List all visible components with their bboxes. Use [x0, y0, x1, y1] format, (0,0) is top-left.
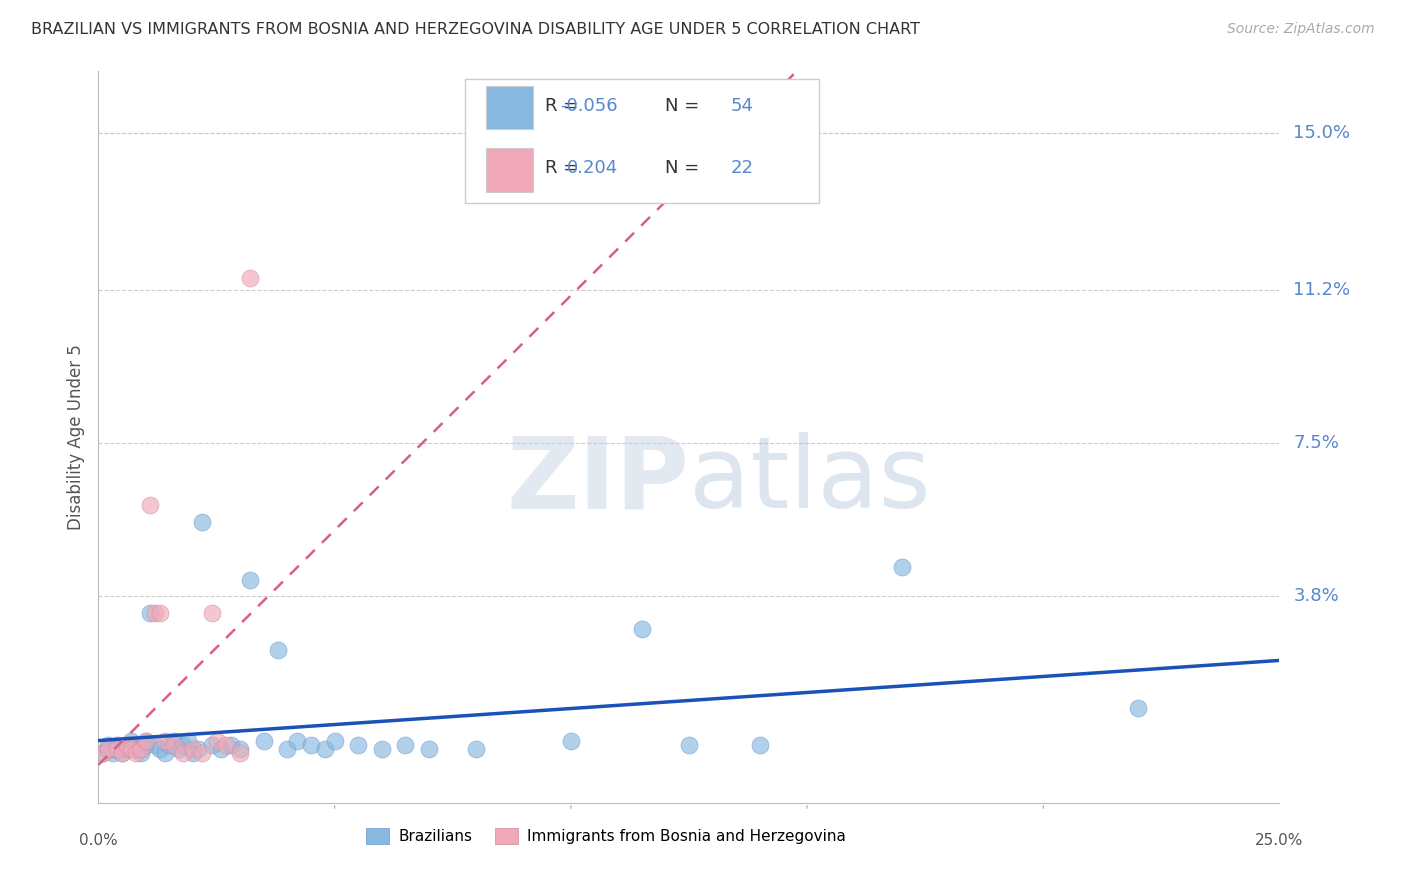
Point	[215, 738, 238, 752]
Point	[101, 742, 124, 756]
Point	[121, 734, 143, 748]
Point	[157, 738, 180, 752]
Point	[465, 742, 488, 756]
Point	[418, 742, 440, 756]
Text: BRAZILIAN VS IMMIGRANTS FROM BOSNIA AND HERZEGOVINA DISABILITY AGE UNDER 5 CORRE: BRAZILIAN VS IMMIGRANTS FROM BOSNIA AND …	[31, 22, 920, 37]
Point	[163, 734, 186, 748]
Point	[253, 734, 276, 748]
Text: 0.0%: 0.0%	[79, 833, 118, 848]
Point	[314, 742, 336, 756]
Point	[125, 738, 148, 752]
Point	[153, 734, 176, 748]
FancyBboxPatch shape	[486, 148, 533, 192]
Point	[163, 738, 186, 752]
Point	[115, 742, 138, 756]
Text: 11.2%: 11.2%	[1294, 281, 1351, 300]
FancyBboxPatch shape	[486, 86, 533, 129]
Point	[111, 746, 134, 760]
Point	[299, 738, 322, 752]
Text: N =: N =	[665, 97, 706, 115]
Point	[111, 746, 134, 760]
Point	[347, 738, 370, 752]
Point	[181, 742, 204, 756]
Point	[115, 738, 138, 752]
Point	[111, 742, 134, 756]
Point	[181, 746, 204, 760]
Point	[205, 734, 228, 748]
Text: Source: ZipAtlas.com: Source: ZipAtlas.com	[1227, 22, 1375, 37]
Point	[129, 742, 152, 756]
Point	[678, 738, 700, 752]
Point	[209, 742, 232, 756]
Point	[191, 515, 214, 529]
Point	[285, 734, 308, 748]
Point	[135, 738, 157, 752]
Point	[97, 742, 120, 756]
Text: -0.056: -0.056	[561, 97, 619, 115]
Text: atlas: atlas	[689, 433, 931, 530]
Point	[276, 742, 298, 756]
Point	[219, 738, 242, 752]
Point	[149, 742, 172, 756]
Text: N =: N =	[665, 159, 706, 178]
Point	[239, 271, 262, 285]
Y-axis label: Disability Age Under 5: Disability Age Under 5	[66, 344, 84, 530]
Point	[229, 742, 252, 756]
Point	[129, 742, 152, 756]
Point	[135, 734, 157, 748]
Point	[125, 742, 148, 756]
Text: ZIP: ZIP	[506, 433, 689, 530]
Point	[167, 742, 190, 756]
Point	[97, 738, 120, 752]
Point	[191, 746, 214, 760]
Point	[139, 606, 162, 620]
Point	[371, 742, 394, 756]
Point	[115, 738, 138, 752]
Point	[105, 742, 128, 756]
Point	[101, 746, 124, 760]
Point	[394, 738, 416, 752]
Point	[323, 734, 346, 748]
Text: 22: 22	[731, 159, 754, 178]
Point	[129, 746, 152, 760]
Point	[143, 606, 166, 620]
Point	[177, 734, 200, 748]
Text: 0.204: 0.204	[567, 159, 619, 178]
Point	[560, 734, 582, 748]
Point	[239, 573, 262, 587]
Point	[201, 738, 224, 752]
Point	[172, 746, 194, 760]
Point	[143, 738, 166, 752]
Point	[121, 738, 143, 752]
Point	[91, 746, 114, 760]
Point	[201, 606, 224, 620]
Point	[97, 742, 120, 756]
Text: R =: R =	[546, 97, 583, 115]
Point	[267, 643, 290, 657]
Point	[91, 746, 114, 760]
FancyBboxPatch shape	[464, 78, 818, 203]
Point	[105, 738, 128, 752]
Point	[153, 746, 176, 760]
Text: 25.0%: 25.0%	[1256, 833, 1303, 848]
Point	[139, 498, 162, 512]
Point	[229, 746, 252, 760]
Point	[121, 742, 143, 756]
Point	[748, 738, 770, 752]
Point	[890, 560, 912, 574]
Point	[187, 742, 209, 756]
Text: 54: 54	[731, 97, 754, 115]
Legend: Brazilians, Immigrants from Bosnia and Herzegovina: Brazilians, Immigrants from Bosnia and H…	[360, 822, 852, 850]
Point	[630, 622, 652, 636]
Text: 3.8%: 3.8%	[1294, 587, 1339, 605]
Point	[149, 606, 172, 620]
Text: 7.5%: 7.5%	[1294, 434, 1340, 452]
Point	[105, 742, 128, 756]
Point	[1126, 700, 1149, 714]
Point	[135, 734, 157, 748]
Text: R =: R =	[546, 159, 583, 178]
Text: 15.0%: 15.0%	[1294, 124, 1350, 143]
Point	[172, 738, 194, 752]
Point	[125, 746, 148, 760]
